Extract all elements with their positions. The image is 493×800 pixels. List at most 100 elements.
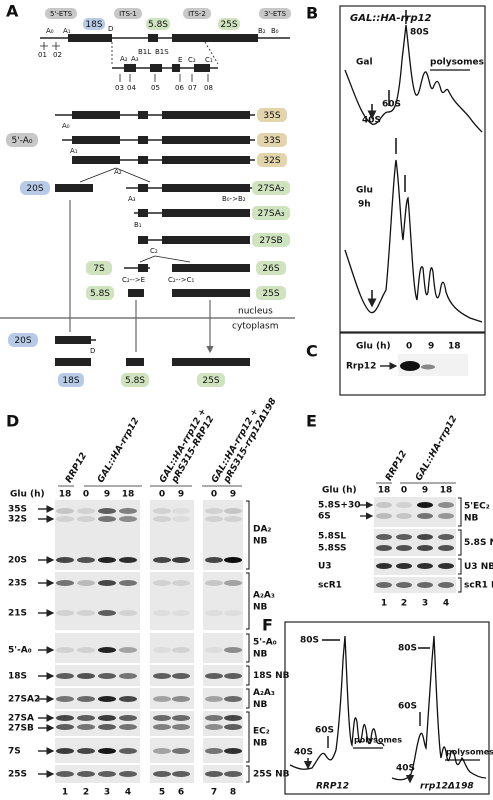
box [259, 8, 291, 19]
lane-number: 7 [211, 788, 217, 798]
band [224, 724, 242, 730]
site-label: A₂ [120, 55, 128, 63]
band [224, 748, 242, 754]
probe-label: 08 [204, 84, 213, 92]
band [438, 545, 454, 551]
species-label: 5.8S [125, 376, 145, 386]
peak-label: 40S [294, 748, 313, 758]
box [256, 286, 286, 300]
box [172, 34, 258, 42]
bracket [246, 500, 250, 570]
band [98, 673, 116, 679]
gel [55, 765, 140, 783]
panel-c: C Glu (h) 0 9 18 Rrp12 [306, 332, 486, 396]
timepoint-label: 18 [440, 486, 453, 496]
band [119, 647, 137, 653]
box [162, 111, 250, 119]
region-label: ITS-1 [119, 10, 137, 18]
panel-b: B GAL::HA-rrp12 Gal 80S 60S 40S polysome… [306, 4, 486, 333]
probe-label: scR1 NB [464, 581, 493, 591]
box [86, 261, 112, 275]
band [224, 715, 242, 721]
box [284, 621, 490, 795]
region-label: 3'-ETS [264, 10, 287, 18]
region-label: 5'-ETS [50, 10, 73, 18]
site-label: C₂-->C₁ [168, 276, 194, 284]
gel [203, 688, 243, 709]
band [172, 508, 190, 514]
box [252, 233, 290, 247]
band [119, 580, 137, 586]
band [396, 563, 412, 569]
band [396, 513, 412, 519]
probe-label: 5'EC₂ [464, 502, 490, 512]
box [55, 336, 91, 344]
band [119, 696, 137, 702]
site-label: E [178, 56, 182, 64]
probe-label: 01 [38, 51, 47, 59]
band [172, 673, 190, 679]
band [77, 557, 95, 563]
lane-number: 1 [381, 599, 387, 609]
band [98, 508, 116, 514]
compartment-label: cytoplasm [232, 322, 279, 332]
probe-label: 04 [127, 84, 136, 92]
species-label: 20S [26, 184, 43, 194]
shape [391, 635, 487, 781]
shape [119, 74, 209, 82]
band [438, 582, 454, 588]
band [56, 771, 74, 777]
timepoint-label: 0 [401, 486, 407, 496]
condition-label: Gal [356, 58, 373, 68]
site-label: B₀ [271, 27, 279, 35]
gel [55, 665, 140, 686]
box [20, 181, 50, 195]
box [86, 286, 114, 300]
peak-label: 40S [396, 764, 415, 774]
band [98, 580, 116, 586]
band [56, 557, 74, 563]
timepoint-label: 0 [159, 490, 165, 500]
panel-e: E RRP12 GAL::HA-rrp12 Glu (h) 18 0 9 18 1 2 3… [306, 412, 493, 609]
timepoint-label: 9 [104, 490, 110, 500]
band [376, 534, 392, 540]
band [376, 513, 392, 519]
probe-label: U3 NB [464, 562, 493, 572]
box [150, 64, 162, 72]
band [153, 673, 171, 679]
box [398, 354, 468, 376]
site-label: B₂ [258, 27, 266, 35]
lane-number: 4 [125, 788, 131, 798]
species-label: 5'-A₀ [8, 646, 32, 656]
bracket [246, 633, 250, 663]
gel [374, 529, 456, 556]
band [119, 557, 137, 563]
condition-label: 9h [358, 200, 371, 210]
band [396, 582, 412, 588]
box [121, 373, 149, 387]
band [224, 508, 242, 514]
group: 18 0 9 18 [378, 486, 453, 496]
probe-label: NB [253, 700, 268, 710]
band [376, 582, 392, 588]
species-label: 27SB [259, 236, 282, 246]
site-label: A₂ [114, 168, 122, 176]
probe-label: NB [464, 514, 479, 524]
probe-label: 07 [188, 84, 197, 92]
shape [344, 24, 483, 133]
band [153, 580, 171, 586]
peak-label: 80S [410, 28, 429, 38]
region-label: 18S [85, 20, 102, 30]
lane-number: 4 [443, 599, 449, 609]
band [172, 610, 190, 616]
box [257, 153, 287, 167]
band [205, 647, 223, 653]
timepoint-label: 9 [422, 486, 428, 496]
band [119, 771, 137, 777]
band [98, 647, 116, 653]
species-label: 27SA [8, 714, 34, 724]
gel [203, 633, 243, 663]
lane-number: 6 [178, 788, 184, 798]
shape [372, 10, 407, 118]
